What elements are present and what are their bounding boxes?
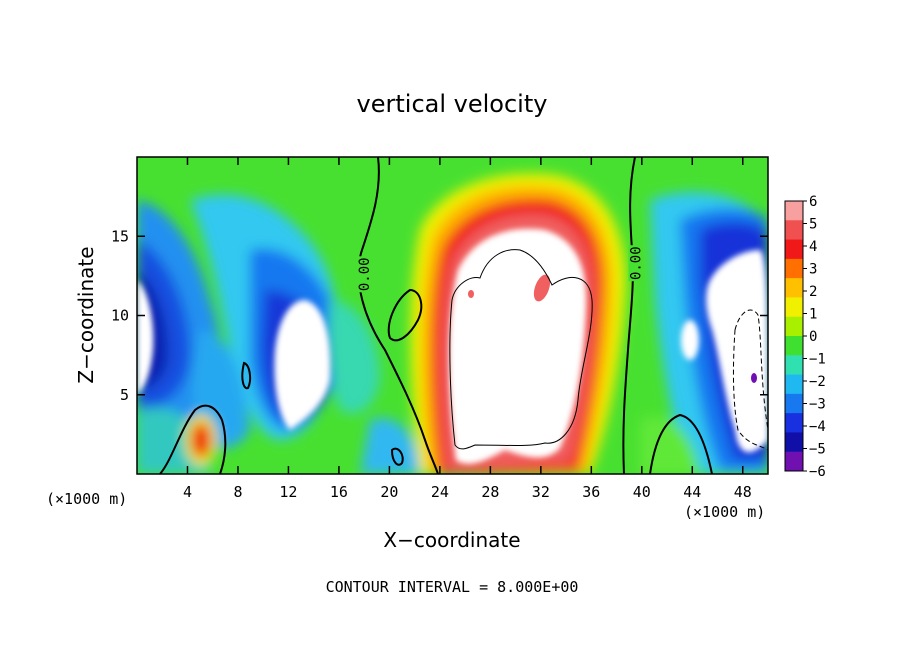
colorbar-label: 5 bbox=[809, 217, 817, 233]
colorbar-label: 6 bbox=[809, 194, 817, 210]
x-unit-right: (×1000 m) bbox=[684, 503, 765, 521]
colorbar-label: −3 bbox=[809, 397, 826, 413]
contour-label: 0.00 bbox=[357, 257, 373, 291]
x-axis-label: X−coordinate bbox=[383, 528, 520, 552]
x-tick-label: 12 bbox=[279, 483, 297, 501]
colorbar-label: 2 bbox=[809, 284, 817, 300]
colorbar-label: 3 bbox=[809, 262, 817, 278]
colorbar-swatch bbox=[785, 355, 803, 376]
y-axis: 5 10 15 bbox=[111, 227, 768, 404]
colorbar-swatch bbox=[785, 316, 803, 337]
colorbar-swatch bbox=[785, 201, 803, 221]
colorbar-swatch bbox=[785, 336, 803, 356]
colorbar-swatch bbox=[785, 413, 803, 433]
contour-label: 0.00 bbox=[628, 246, 644, 280]
colorbar-swatch bbox=[785, 393, 803, 414]
colorbar-label: −5 bbox=[809, 442, 826, 458]
x-tick-label: 40 bbox=[633, 483, 651, 501]
x-tick-label: 28 bbox=[481, 483, 499, 501]
x-tick-label: 16 bbox=[330, 483, 348, 501]
chart-title: vertical velocity bbox=[357, 90, 548, 118]
colorbar-swatch bbox=[785, 220, 803, 241]
x-tick-label: 20 bbox=[380, 483, 398, 501]
y-tick-label: 10 bbox=[111, 307, 129, 325]
x-unit-left: (×1000 m) bbox=[46, 490, 127, 508]
colorbar-swatch bbox=[785, 258, 803, 279]
colorbar-label: −1 bbox=[809, 352, 826, 368]
y-tick-label: 5 bbox=[120, 386, 129, 404]
x-tick-label: 32 bbox=[532, 483, 550, 501]
x-tick-label: 44 bbox=[683, 483, 701, 501]
contour-label-bg bbox=[628, 245, 643, 282]
colorbar-swatch bbox=[785, 239, 803, 260]
plot-area bbox=[137, 157, 768, 474]
colorbar: 6 5 4 3 2 1 0 −1 −2 −3 −4 −5 −6 bbox=[784, 194, 826, 480]
contour-interval-note: CONTOUR INTERVAL = 8.000E+00 bbox=[326, 578, 579, 596]
y-axis-label: Z−coordinate bbox=[74, 246, 98, 383]
colorbar-swatch bbox=[785, 432, 803, 453]
colorbar-label: −6 bbox=[809, 464, 826, 480]
x-tick-label: 24 bbox=[431, 483, 449, 501]
x-tick-label: 8 bbox=[233, 483, 242, 501]
x-tick-label: 4 bbox=[183, 483, 192, 501]
colorbar-swatch bbox=[785, 297, 803, 318]
colorbar-label: −2 bbox=[809, 374, 826, 390]
x-tick-label: 36 bbox=[582, 483, 600, 501]
y-tick-label: 15 bbox=[111, 227, 129, 245]
x-tick-label: 48 bbox=[734, 483, 752, 501]
colorbar-swatch bbox=[785, 374, 803, 395]
colorbar-label: 0 bbox=[809, 329, 817, 345]
colorbar-swatch bbox=[785, 278, 803, 298]
colorbar-swatch bbox=[785, 451, 803, 472]
colorbar-label: 1 bbox=[809, 307, 817, 323]
x-axis: 4 8 12 16 20 24 28 32 36 40 44 48 bbox=[183, 157, 752, 501]
colorbar-label: 4 bbox=[809, 239, 817, 255]
contour-labels: 0.00 0.00 bbox=[357, 245, 644, 293]
contour-label-bg bbox=[357, 256, 372, 293]
colorbar-label: −4 bbox=[809, 419, 826, 435]
